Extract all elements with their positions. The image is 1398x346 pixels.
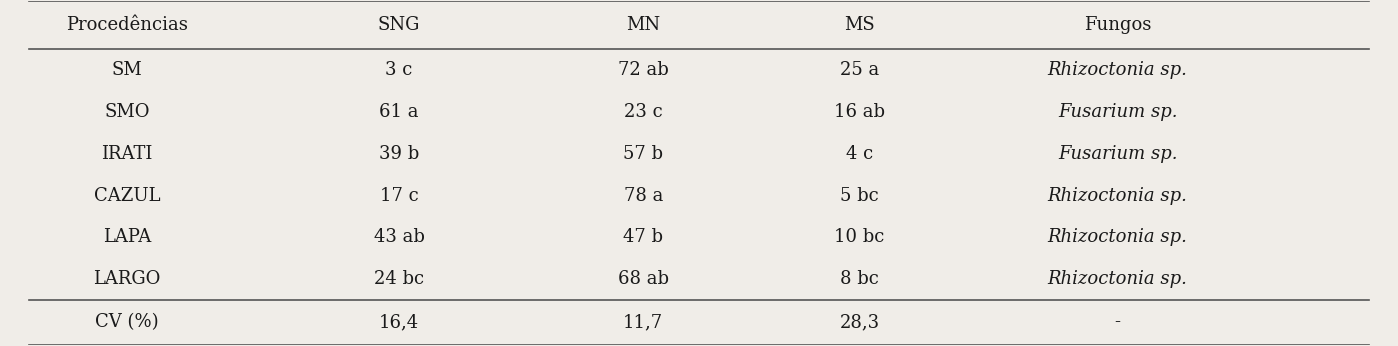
Text: 47 b: 47 b: [624, 228, 663, 246]
Text: 23 c: 23 c: [624, 103, 663, 121]
Text: 43 ab: 43 ab: [373, 228, 425, 246]
Text: 11,7: 11,7: [624, 313, 663, 331]
Text: SM: SM: [112, 61, 143, 79]
Text: SNG: SNG: [377, 16, 421, 34]
Text: 4 c: 4 c: [846, 145, 874, 163]
Text: 61 a: 61 a: [379, 103, 419, 121]
Text: 8 bc: 8 bc: [840, 270, 879, 288]
Text: 68 ab: 68 ab: [618, 270, 668, 288]
Text: 28,3: 28,3: [839, 313, 879, 331]
Text: Fungos: Fungos: [1083, 16, 1152, 34]
Text: 72 ab: 72 ab: [618, 61, 668, 79]
Text: 39 b: 39 b: [379, 145, 419, 163]
Text: 5 bc: 5 bc: [840, 186, 879, 204]
Text: 24 bc: 24 bc: [373, 270, 424, 288]
Text: CAZUL: CAZUL: [94, 186, 161, 204]
Text: Fusarium sp.: Fusarium sp.: [1058, 103, 1177, 121]
Text: MS: MS: [844, 16, 875, 34]
Text: 10 bc: 10 bc: [835, 228, 885, 246]
Text: Fusarium sp.: Fusarium sp.: [1058, 145, 1177, 163]
Text: Rhizoctonia sp.: Rhizoctonia sp.: [1047, 61, 1187, 79]
Text: Procedências: Procedências: [66, 16, 187, 34]
Text: CV (%): CV (%): [95, 313, 159, 331]
Text: 25 a: 25 a: [840, 61, 879, 79]
Text: LARGO: LARGO: [94, 270, 161, 288]
Text: Rhizoctonia sp.: Rhizoctonia sp.: [1047, 228, 1187, 246]
Text: LAPA: LAPA: [103, 228, 151, 246]
Text: 78 a: 78 a: [624, 186, 663, 204]
Text: 57 b: 57 b: [624, 145, 663, 163]
Text: MN: MN: [626, 16, 660, 34]
Text: 17 c: 17 c: [380, 186, 418, 204]
Text: SMO: SMO: [105, 103, 150, 121]
Text: 16,4: 16,4: [379, 313, 419, 331]
Text: Rhizoctonia sp.: Rhizoctonia sp.: [1047, 186, 1187, 204]
Text: 16 ab: 16 ab: [835, 103, 885, 121]
Text: -: -: [1114, 313, 1121, 331]
Text: IRATI: IRATI: [101, 145, 152, 163]
Text: 3 c: 3 c: [386, 61, 412, 79]
Text: Rhizoctonia sp.: Rhizoctonia sp.: [1047, 270, 1187, 288]
